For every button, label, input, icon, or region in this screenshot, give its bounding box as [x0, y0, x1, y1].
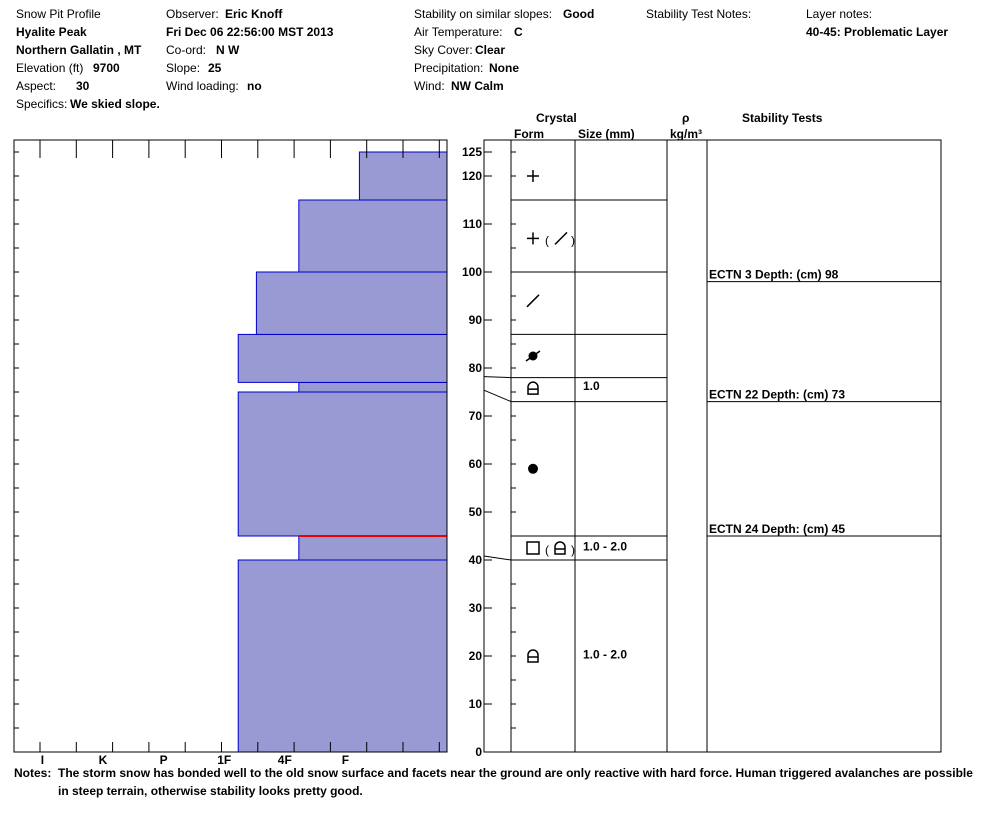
layer-notes-label: Layer notes:	[806, 7, 873, 21]
observer-label: Observer:	[166, 7, 219, 21]
hardness-layer	[237, 391, 448, 537]
wind-loading-value: no	[247, 79, 262, 93]
wind-label: Wind:	[414, 79, 445, 93]
notes: Notes: The storm snow has bonded well to…	[14, 764, 974, 800]
density-frame	[666, 139, 708, 753]
sky-label: Sky Cover:	[414, 43, 473, 57]
stability-test-notes-label: Stability Test Notes:	[646, 7, 752, 21]
depth-tick-label: 110	[463, 217, 483, 231]
air-temp-value: C	[514, 25, 523, 39]
col-stability-tests: Stability Tests	[742, 111, 823, 125]
depth-tick-label: 100	[462, 265, 482, 279]
depth-tick-label: 120	[462, 169, 482, 183]
hardness-tick-label: 4F	[278, 753, 292, 767]
hardness-tick-label: P	[160, 753, 168, 767]
rounded-facet-icon	[527, 649, 539, 663]
hardness-tick-label: F	[342, 753, 349, 767]
depth-tick-label: 125	[462, 145, 482, 159]
aspect-value: 30	[76, 79, 90, 93]
decomposed-icon	[525, 350, 541, 362]
crystal-size-label: 1.0 - 2.0	[583, 648, 627, 662]
depth-tick-label: 30	[469, 601, 483, 615]
stability-value: Good	[563, 7, 595, 21]
hardness-layer	[237, 333, 448, 383]
specifics-label: Specifics:	[16, 97, 68, 111]
hardness-layer	[237, 559, 448, 753]
notes-line-2: in steep terrain, otherwise stability lo…	[58, 784, 363, 798]
crystal-size-label: 1.0 - 2.0	[583, 540, 627, 554]
wind-value: NW Calm	[451, 79, 504, 93]
elevation-label: Elevation (ft)	[16, 61, 84, 75]
notes-line-1: The storm snow has bonded well to the ol…	[58, 766, 973, 780]
depth-tick-label: 40	[469, 553, 483, 567]
stability-label: Stability on similar slopes:	[414, 7, 553, 21]
stability-test-label: ECTN 3 Depth: (cm) 98	[709, 268, 839, 282]
depth-tick-label: 50	[469, 505, 483, 519]
hardness-layer	[298, 381, 448, 393]
hardness-layer	[298, 535, 448, 561]
hardness-tick-label: K	[99, 753, 108, 767]
stability-test-label: ECTN 24 Depth: (cm) 45	[709, 522, 845, 536]
location: Hyalite Peak	[16, 25, 87, 39]
elevation-value: 9700	[93, 61, 120, 75]
stability-frame	[706, 139, 942, 753]
depth-tick-label: 10	[469, 697, 483, 711]
depth-tick-label: 20	[469, 649, 483, 663]
col-size: Size (mm)	[578, 127, 635, 141]
facet-icon	[526, 541, 540, 555]
slope-label: Slope:	[166, 61, 201, 75]
coord-label: Co-ord:	[166, 43, 207, 57]
air-temp-label: Air Temperature:	[414, 25, 503, 39]
wind-loading-label: Wind loading:	[166, 79, 239, 93]
coord-value: N W	[216, 43, 240, 57]
fragment-icon	[526, 294, 540, 308]
open-paren-glyph: (	[545, 543, 549, 557]
depth-tick-label: 60	[469, 457, 483, 471]
rounded-facet-icon	[554, 541, 566, 555]
datetime: Fri Dec 06 22:56:00 MST 2013	[166, 25, 334, 39]
col-density-unit: kg/m³	[670, 127, 703, 141]
col-crystal: Crystal	[536, 111, 577, 125]
close-paren-glyph: )	[571, 543, 575, 557]
hardness-tick-label: 1F	[217, 753, 231, 767]
slope-value: 25	[208, 61, 222, 75]
rounded-facet-icon	[527, 381, 539, 395]
hardness-layer	[298, 199, 448, 273]
precip-label: Precipitation:	[414, 61, 484, 75]
round-grain-icon	[528, 463, 538, 474]
close-paren-glyph: )	[571, 233, 575, 247]
aspect-label: Aspect:	[16, 79, 57, 93]
depth-tick-label: 90	[469, 313, 483, 327]
crystal-size-label: 1.0	[583, 379, 600, 393]
depth-tick-label: 0	[475, 745, 482, 759]
hardness-frame	[13, 139, 448, 753]
layer-connector	[483, 389, 512, 403]
pit-title: Snow Pit Profile	[16, 7, 101, 21]
fragment-icon	[554, 231, 568, 245]
depth-tick-label: 80	[469, 361, 483, 375]
col-form: Form	[514, 127, 544, 141]
col-rho: ρ	[682, 111, 690, 125]
sky-value: Clear	[475, 43, 506, 57]
stability-test-label: ECTN 22 Depth: (cm) 73	[709, 388, 845, 402]
region: Northern Gallatin , MT	[16, 43, 142, 57]
observer-value: Eric Knoff	[225, 7, 283, 21]
hardness-layer	[255, 271, 448, 335]
open-paren-glyph: (	[545, 233, 549, 247]
layer-notes-value: 40-45: Problematic Layer	[806, 25, 949, 39]
hardness-tick-label: I	[41, 753, 44, 767]
layer-connector	[483, 555, 512, 561]
specifics-value: We skied slope.	[70, 97, 160, 111]
layer-connector	[483, 376, 512, 379]
notes-label: Notes:	[14, 766, 52, 780]
depth-tick-label: 70	[469, 409, 483, 423]
precip-value: None	[489, 61, 519, 75]
hardness-layer	[358, 151, 448, 201]
